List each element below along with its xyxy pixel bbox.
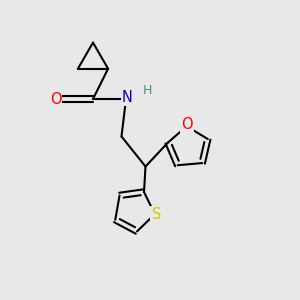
Text: H: H (143, 84, 152, 97)
Text: O: O (50, 92, 61, 106)
Text: N: N (122, 90, 133, 105)
Text: O: O (181, 117, 192, 132)
Text: S: S (152, 207, 161, 222)
